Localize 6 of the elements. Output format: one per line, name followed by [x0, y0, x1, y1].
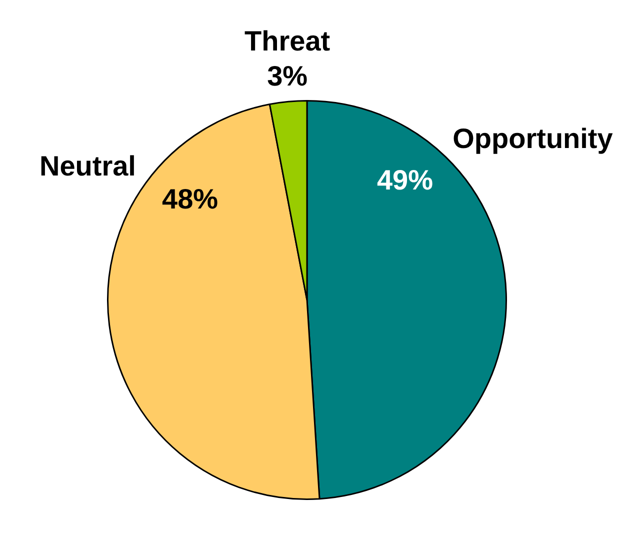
slice-label: Opportunity — [452, 122, 614, 154]
slice-label: Threat — [244, 25, 330, 56]
data-label: 48% — [162, 183, 218, 214]
data-label: 49% — [376, 164, 434, 196]
data-label: 3% — [267, 60, 308, 92]
slice-label: Neutral — [39, 150, 136, 182]
